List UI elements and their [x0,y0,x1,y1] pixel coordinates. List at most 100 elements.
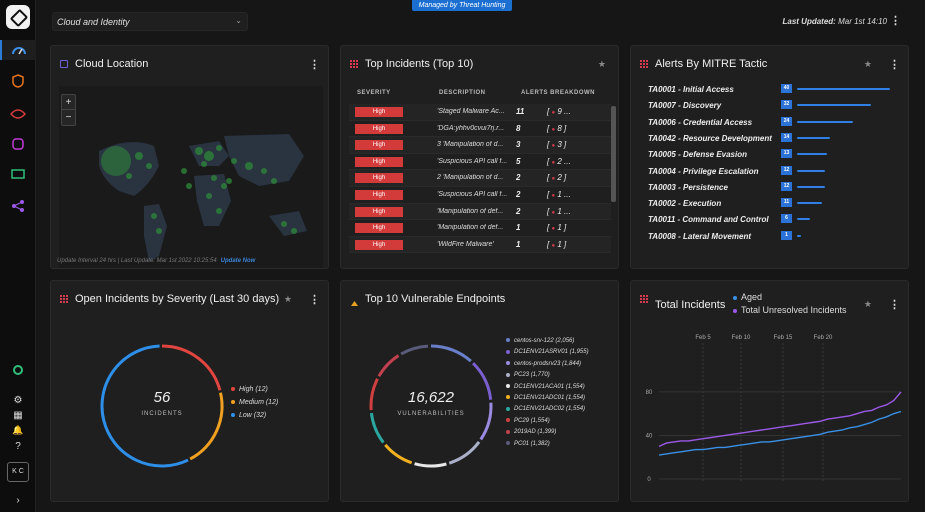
shield-icon[interactable] [6,71,30,91]
legend-label: PC01 (1,382) [514,440,550,447]
mitre-row[interactable]: TA0008 - Lateral Movement 1 [648,229,908,243]
donut-segment[interactable] [369,378,379,411]
table-row[interactable]: High 3 'Manipulation of d... 3[ ● 3 ] [349,137,611,154]
breakdown-value: 8 [557,123,562,133]
legend-item[interactable]: PC29 (1,554) [506,418,589,424]
monitor-icon[interactable] [6,165,30,185]
donut-segment[interactable] [189,392,224,461]
legend-item[interactable]: DC1ENV21ASRV01 (1,955) [506,349,589,355]
severity-badge: High [355,107,403,117]
mitre-row[interactable]: TA0007 - Discovery 32 [648,98,908,112]
severity-total-label: INCIDENTS [141,411,183,417]
settings-icon[interactable]: ⚙ [13,394,23,406]
mitre-row[interactable]: TA0005 - Defense Evasion 13 [648,147,908,161]
table-row[interactable]: High 'Suspicious API call f... 5 [ ● 2 ... [349,154,611,171]
help-icon[interactable]: ? [15,440,21,452]
total-incidents-panel: Total Incidents Aged Total Unresolved In… [630,280,909,502]
status-icon[interactable] [6,360,30,380]
legend-item[interactable]: Low (32) [231,412,278,419]
mitre-row[interactable]: TA0003 - Persistence 12 [648,180,908,194]
legend-item[interactable]: DC1ENV21ADC01 (1,554) [506,395,589,401]
legend-item[interactable]: PC01 (1,382) [506,441,589,447]
logo-icon[interactable] [6,5,30,29]
apps-icon[interactable]: ▦ [13,409,23,421]
zoom-out-button[interactable]: − [65,112,72,123]
mitre-count-badge: 11 [781,198,792,208]
table-row[interactable]: High 'Staged Malware Ac... 11 [ ● 9 ... [349,104,611,121]
legend-item[interactable]: Medium (12) [231,399,278,406]
col-alerts[interactable]: ALERTS BREAKDOWN [521,90,595,96]
legend-unresolved[interactable]: Total Unresolved Incidents [733,305,847,315]
breakdown-tail: ] [564,239,567,249]
eye-icon[interactable] [6,104,30,124]
page-menu-icon[interactable]: ⋮ [890,15,901,27]
donut-segment[interactable] [377,354,400,377]
panel-menu-icon[interactable]: ⋮ [889,299,900,311]
dashboard-icon[interactable] [0,40,36,60]
mitre-count-badge: 24 [781,116,792,126]
avatar[interactable]: K C [7,462,29,482]
table-row[interactable]: High 'DGA:yhhv0cvui7rj.r... 8[ ● 8 ] [349,121,611,138]
legend-aged[interactable]: Aged [733,292,847,302]
table-row[interactable]: High 'WildFire Malware' 1[ ● 1 ] [349,236,611,254]
series-line[interactable] [658,410,902,456]
table-row[interactable]: High 'Manipulation of def... 2 [ ● 1 ... [349,203,611,221]
table-row[interactable]: High 'Suspicious API call f... 2 [ ● 1 ... [349,187,611,204]
series-line[interactable] [658,391,902,447]
legend-item[interactable]: High (12) [231,386,278,393]
panel-menu-icon[interactable]: ⋮ [309,59,320,71]
zoom-in-button[interactable]: + [62,95,75,110]
star-icon[interactable]: ★ [597,59,606,69]
donut-segment[interactable] [448,441,481,465]
donut-segment[interactable] [161,344,222,391]
legend-item[interactable]: DC1ENV21ACA01 (1,554) [506,384,589,390]
table-row[interactable]: High 2 'Manipulation of d... 2[ ● 2 ] [349,170,611,187]
legend-aged-label: Aged [741,292,763,302]
legend-label: 2019AD (1,399) [514,429,557,436]
managed-banner: Managed by Threat Hunting [412,0,512,11]
mitre-tactic-label: TA0006 - Credential Access [648,117,753,127]
endpoints-donut[interactable] [341,281,619,502]
donut-segment[interactable] [400,344,429,356]
donut-segment[interactable] [100,344,189,468]
world-map[interactable] [59,86,323,268]
star-icon[interactable]: ★ [863,299,872,309]
star-icon[interactable]: ★ [283,294,292,304]
mitre-row[interactable]: TA0002 - Execution 11 [648,196,908,210]
col-severity[interactable]: SEVERITY [357,90,391,96]
table-row[interactable]: High 'Manipulation of def... 1[ ● 1 ] [349,220,611,237]
legend-item[interactable]: 2019AD (1,399) [506,429,589,435]
donut-segment[interactable] [369,412,385,444]
mitre-row[interactable]: TA0004 - Privilege Escalation 12 [648,164,908,178]
mitre-count-badge: 12 [781,181,792,191]
alert-icon[interactable] [6,134,30,154]
legend-item[interactable]: centos-srv-122 (2,056) [506,338,589,344]
update-now-link[interactable]: Update Now [220,258,256,264]
notifications-icon[interactable]: 🔔 [12,424,24,435]
donut-segment[interactable] [430,344,472,363]
share-icon[interactable] [6,196,30,216]
star-icon[interactable]: ★ [863,59,872,69]
mitre-row[interactable]: TA0042 - Resource Development 14 [648,131,908,145]
severity-panel: Open Incidents by Severity (Last 30 days… [50,280,329,502]
expand-chevron-icon[interactable]: › [16,494,20,506]
severity-donut[interactable] [51,281,329,502]
donut-segment[interactable] [472,362,493,400]
dashboard-select[interactable]: Cloud and Identity ⌄ [52,12,248,31]
sidebar: ⚙ ▦ 🔔 ? K C › [0,0,36,512]
total-incidents-chart[interactable]: Feb 5 Feb 10 Feb 15 Feb 20 80 40 0 [631,281,909,502]
mitre-row[interactable]: TA0011 - Command and Control 6 [648,212,908,226]
legend-item[interactable]: centos-prodsrv23 (1,844) [506,361,589,367]
donut-segment[interactable] [414,462,447,468]
legend-item[interactable]: PC23 (1,770) [506,372,589,378]
scrollbar[interactable] [611,106,616,202]
panel-menu-icon[interactable]: ⋮ [309,294,320,306]
donut-segment[interactable] [384,443,413,465]
mitre-row[interactable]: TA0001 - Initial Access 40 [648,82,908,96]
donut-segment[interactable] [479,402,493,441]
mitre-row[interactable]: TA0006 - Credential Access 24 [648,115,908,129]
panel-menu-icon[interactable]: ⋮ [889,59,900,71]
legend-item[interactable]: DC1ENV21ADC02 (1,554) [506,406,589,412]
endpoints-panel: Top 10 Vulnerable Endpoints 16,622 VULNE… [340,280,619,502]
col-description[interactable]: DESCRIPTION [439,90,486,96]
